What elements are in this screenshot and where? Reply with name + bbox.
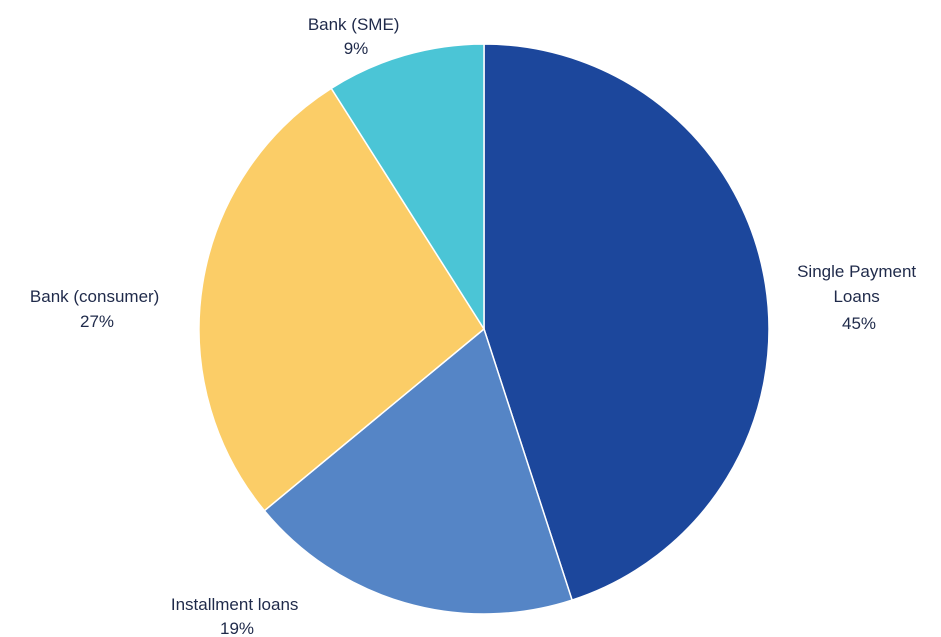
pie-slice-bank-sme	[330, 43, 485, 332]
pie-slice-bank-consumer	[198, 87, 485, 512]
slice-label-installment-loans: Installment loans 19%	[171, 595, 303, 637]
slice-label-bank-sme: Bank (SME) 9%	[308, 15, 404, 58]
pie-slice-single-payment-loans	[483, 43, 770, 601]
slice-label-bank-consumer: Bank (consumer) 27%	[30, 287, 164, 331]
pie-slices	[198, 43, 770, 615]
pie-slice-installment-loans	[263, 327, 574, 615]
pie-labels: Single Payment Loans 45% Installment loa…	[30, 15, 921, 637]
slice-label-single-payment-loans: Single Payment Loans 45%	[797, 262, 921, 333]
